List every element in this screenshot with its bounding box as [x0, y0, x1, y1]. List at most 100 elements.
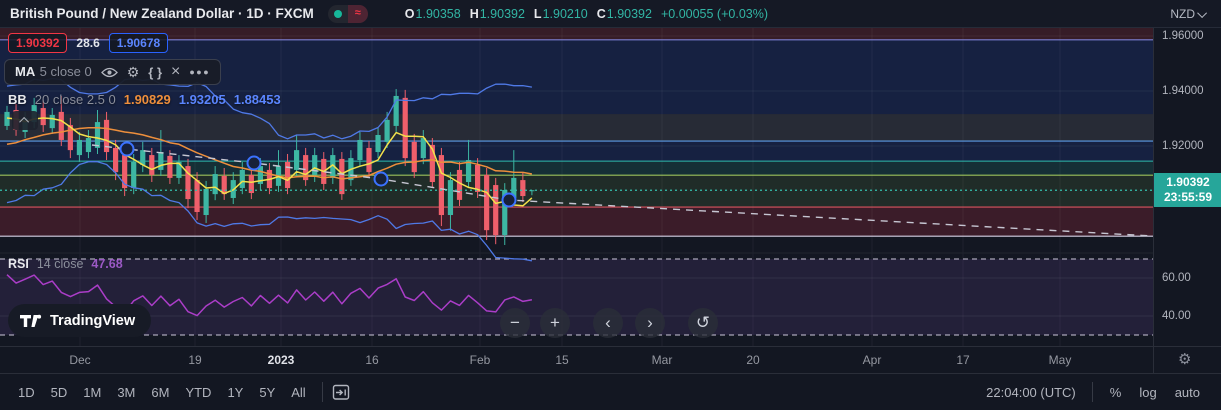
scale-toggle-log[interactable]: log	[1139, 384, 1157, 400]
scale-toggle-percent[interactable]: %	[1109, 384, 1122, 400]
axis-settings-gear-icon[interactable]: ⚙	[1178, 351, 1192, 368]
time-axis-label[interactable]: Feb	[469, 353, 491, 367]
candle-body	[103, 119, 110, 153]
source-code-icon[interactable]: { }	[148, 64, 163, 80]
time-axis[interactable]: ⚙ Dec 19 2023 16 Feb 15 Mar 20 Apr 17 May	[0, 346, 1221, 373]
reset-chart-button[interactable]: ↺	[688, 308, 718, 338]
remove-indicator-icon[interactable]: ×	[171, 63, 181, 80]
candle-body	[520, 180, 526, 197]
tradingview-logo-text: TradingView	[50, 312, 136, 329]
candle-body	[493, 185, 499, 236]
bb-basis-value: 1.90829	[123, 92, 171, 107]
range-button-1d[interactable]: 1D	[18, 384, 35, 400]
ohlc-readout: O 1.90358 H 1.90392 L 1.90210 C 1.90392 +0.0…	[396, 7, 768, 21]
price-zone	[0, 28, 1153, 40]
collapse-legend-button[interactable]	[12, 111, 38, 130]
scale-toggle-auto[interactable]: auto	[1174, 384, 1200, 400]
toolbar-divider	[1091, 382, 1093, 402]
candle-body	[40, 108, 46, 126]
chart-canvas[interactable]	[0, 28, 1153, 346]
candle-body	[456, 169, 463, 200]
time-axis-label[interactable]: May	[1048, 353, 1072, 367]
candle-body	[185, 166, 191, 200]
candle-body	[149, 155, 155, 175]
candle-body	[447, 180, 454, 216]
rsi-line[interactable]	[6, 274, 533, 317]
bb-basis-line[interactable]	[6, 127, 533, 180]
time-axis-label[interactable]: 15	[555, 353, 569, 367]
trendline-anchor-handle[interactable]	[373, 171, 389, 187]
candle-body	[239, 169, 245, 189]
range-button-1y[interactable]: 1Y	[227, 384, 244, 400]
range-button-all[interactable]: All	[291, 384, 306, 400]
price-axis-currency-menu[interactable]: NZD	[1170, 0, 1208, 28]
change-value: +0.00055 (+0.03%)	[660, 6, 768, 21]
price-zone	[0, 175, 1153, 208]
trendline-anchor-handle[interactable]	[119, 141, 135, 157]
range-button-3m[interactable]: 3M	[117, 384, 136, 400]
rsi-value: 47.68	[91, 257, 123, 271]
go-to-date-button[interactable]	[331, 382, 351, 402]
settings-gear-icon[interactable]: ⚙	[126, 64, 140, 80]
range-button-6m[interactable]: 6M	[151, 384, 170, 400]
trendline-anchor-handle[interactable]	[501, 192, 517, 208]
candle-body	[294, 150, 300, 170]
candle-body	[312, 155, 318, 175]
price-axis[interactable]: 1.96000 1.94000 1.92000 60.00 40.00 1.90392 23…	[1153, 28, 1221, 346]
date-range-switcher: 1D 5D 1M 3M 6M YTD 1Y 5Y All	[10, 381, 314, 404]
candle-body	[131, 161, 137, 189]
candle-body	[411, 141, 417, 173]
candle-body	[475, 164, 481, 192]
open-value: 1.90358	[415, 6, 461, 21]
zoom-in-button[interactable]: +	[540, 308, 570, 338]
trendline-anchor-handle[interactable]	[246, 155, 262, 171]
session-clock[interactable]: 22:04:00 (UTC)	[986, 384, 1076, 400]
time-axis-label[interactable]: 2023	[267, 353, 295, 367]
buy-price-button[interactable]: 1.90678	[108, 33, 169, 53]
more-options-icon[interactable]: ●●●	[189, 66, 211, 77]
range-button-5y[interactable]: 5Y	[259, 384, 276, 400]
symbol-title[interactable]: British Pound / New Zealand Dollar · 1D …	[10, 6, 314, 21]
chevron-up-icon	[18, 116, 29, 127]
candle-body	[330, 155, 336, 178]
price-axis-label: 1.94000	[1162, 85, 1204, 97]
candle-body	[420, 138, 426, 159]
ma-name: MA	[15, 64, 36, 79]
candle-body	[303, 155, 309, 181]
bb-upper-line[interactable]	[6, 77, 533, 140]
low-label: L	[533, 6, 542, 21]
range-button-1m[interactable]: 1M	[83, 384, 102, 400]
scroll-right-button[interactable]: ›	[635, 308, 665, 338]
time-axis-label[interactable]: 19	[188, 353, 202, 367]
bb-upper-value: 1.93205	[178, 92, 226, 107]
zoom-out-button[interactable]: −	[500, 308, 530, 338]
ma5-line[interactable]	[6, 117, 533, 207]
time-axis-label[interactable]: 20	[746, 353, 760, 367]
close-label: C	[596, 6, 606, 21]
time-axis-label[interactable]: Mar	[651, 353, 673, 367]
time-axis-label[interactable]: Dec	[69, 353, 91, 367]
bb-lower-line[interactable]	[6, 161, 533, 262]
range-button-ytd[interactable]: YTD	[185, 384, 212, 400]
bb-indicator-legend[interactable]: BB 20 close 2.5 0 1.90829 1.93205 1.8845…	[8, 92, 281, 107]
range-button-5d[interactable]: 5D	[50, 384, 68, 400]
time-axis-label[interactable]: 17	[956, 353, 970, 367]
ma-indicator-legend[interactable]: MA 5 close 0 ⚙ { } × ●●●	[4, 59, 222, 85]
candle-body	[438, 155, 444, 216]
candle-body	[158, 152, 164, 170]
bb-name: BB	[8, 92, 27, 107]
sell-price-button[interactable]: 1.90392	[8, 33, 68, 53]
rsi-indicator-legend[interactable]: RSI 14 close 47.68	[8, 257, 123, 271]
eye-icon[interactable]	[100, 67, 118, 78]
bb-lower-value: 1.88453	[233, 92, 281, 107]
time-axis-label[interactable]: 16	[365, 353, 379, 367]
candle-body	[122, 155, 128, 189]
ma-params: 5 close 0	[39, 64, 92, 79]
time-axis-label[interactable]: Apr	[862, 353, 882, 367]
scroll-left-button[interactable]: ‹	[593, 308, 623, 338]
badge-price: 1.90392	[1166, 175, 1210, 190]
tradingview-logo[interactable]: TradingView	[8, 304, 152, 337]
market-status-pill[interactable]: ≈	[327, 4, 368, 23]
axis-corner-divider	[1153, 347, 1154, 373]
